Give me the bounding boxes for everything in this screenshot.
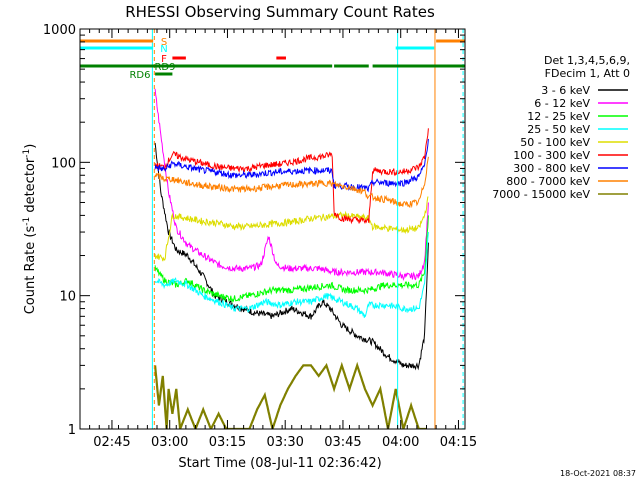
legend-label-4: 25 - 50 keV (527, 123, 590, 136)
y-tick-label: 10 (59, 290, 76, 305)
x-tick-label: 03:45 (324, 435, 361, 450)
y-axis-label-end: ) (23, 144, 38, 149)
legend: Det 1,3,4,5,6,9, FDecim 1, Att 0 3 - 6 k… (492, 54, 630, 201)
legend-header-1: Det 1,3,4,5,6,9, (544, 54, 630, 67)
flag-label-f: F (161, 54, 167, 65)
legend-label-5: 50 - 100 keV (520, 136, 590, 149)
series-line-3 (154, 215, 429, 304)
chart-title: RHESSI Observing Summary Count Rates (125, 3, 435, 21)
series-line-2 (154, 88, 429, 282)
series-line-7 (154, 138, 429, 193)
y-axis-ticks: 1 10 100 1000 (43, 23, 465, 438)
legend-label-8: 800 - 7000 keV (506, 175, 590, 188)
x-tick-label: 04:00 (382, 435, 419, 450)
legend-label-1: 3 - 6 keV (541, 84, 590, 97)
legend-label-2: 6 - 12 keV (534, 97, 590, 110)
flag-label-s: S (161, 37, 167, 48)
y-tick-label: 100 (51, 156, 76, 171)
x-tick-label: 03:30 (266, 435, 303, 450)
x-tick-label: 02:45 (93, 435, 130, 450)
y-tick-label: 1 (68, 423, 76, 438)
series-line-5 (154, 196, 429, 262)
x-tick-label: 03:00 (151, 435, 188, 450)
legend-label-3: 12 - 25 keV (527, 110, 590, 123)
y-axis-label-rest: detector (23, 157, 38, 217)
flag-label-rd9: RD9 (154, 62, 175, 73)
series-line-8 (154, 156, 429, 209)
y-axis-label-main: Count Rate (s (23, 226, 38, 315)
series-line-1 (154, 142, 429, 371)
series-line-9 (154, 361, 427, 429)
legend-label-6: 100 - 300 keV (513, 149, 590, 162)
y-axis-label-sup2: -1 (22, 149, 32, 158)
x-axis-ticks: 02:45 03:00 03:15 03:30 03:45 04:00 04:15 (79, 29, 477, 450)
y-axis-label-sup: -1 (22, 217, 32, 226)
x-tick-label: 03:15 (209, 435, 246, 450)
series-layer (154, 88, 429, 429)
y-tick-label: 1000 (43, 23, 76, 38)
x-tick-label: 04:15 (440, 435, 477, 450)
legend-label-9: 7000 - 15000 keV (492, 188, 590, 201)
flag-label-n: N (160, 44, 167, 55)
footer-date: 18-Oct-2021 08:37 (560, 469, 636, 478)
y-axis-label: Count Rate (s-1 detector-1) (22, 144, 38, 315)
series-line-6 (154, 128, 429, 225)
legend-label-7: 300 - 800 keV (513, 162, 590, 175)
legend-header-2: FDecim 1, Att 0 (545, 67, 630, 80)
x-axis-label: Start Time (08-Jul-11 02:36:42) (178, 456, 381, 471)
series-line-4 (154, 232, 429, 318)
flag-label-rd6: RD6 (129, 70, 150, 81)
